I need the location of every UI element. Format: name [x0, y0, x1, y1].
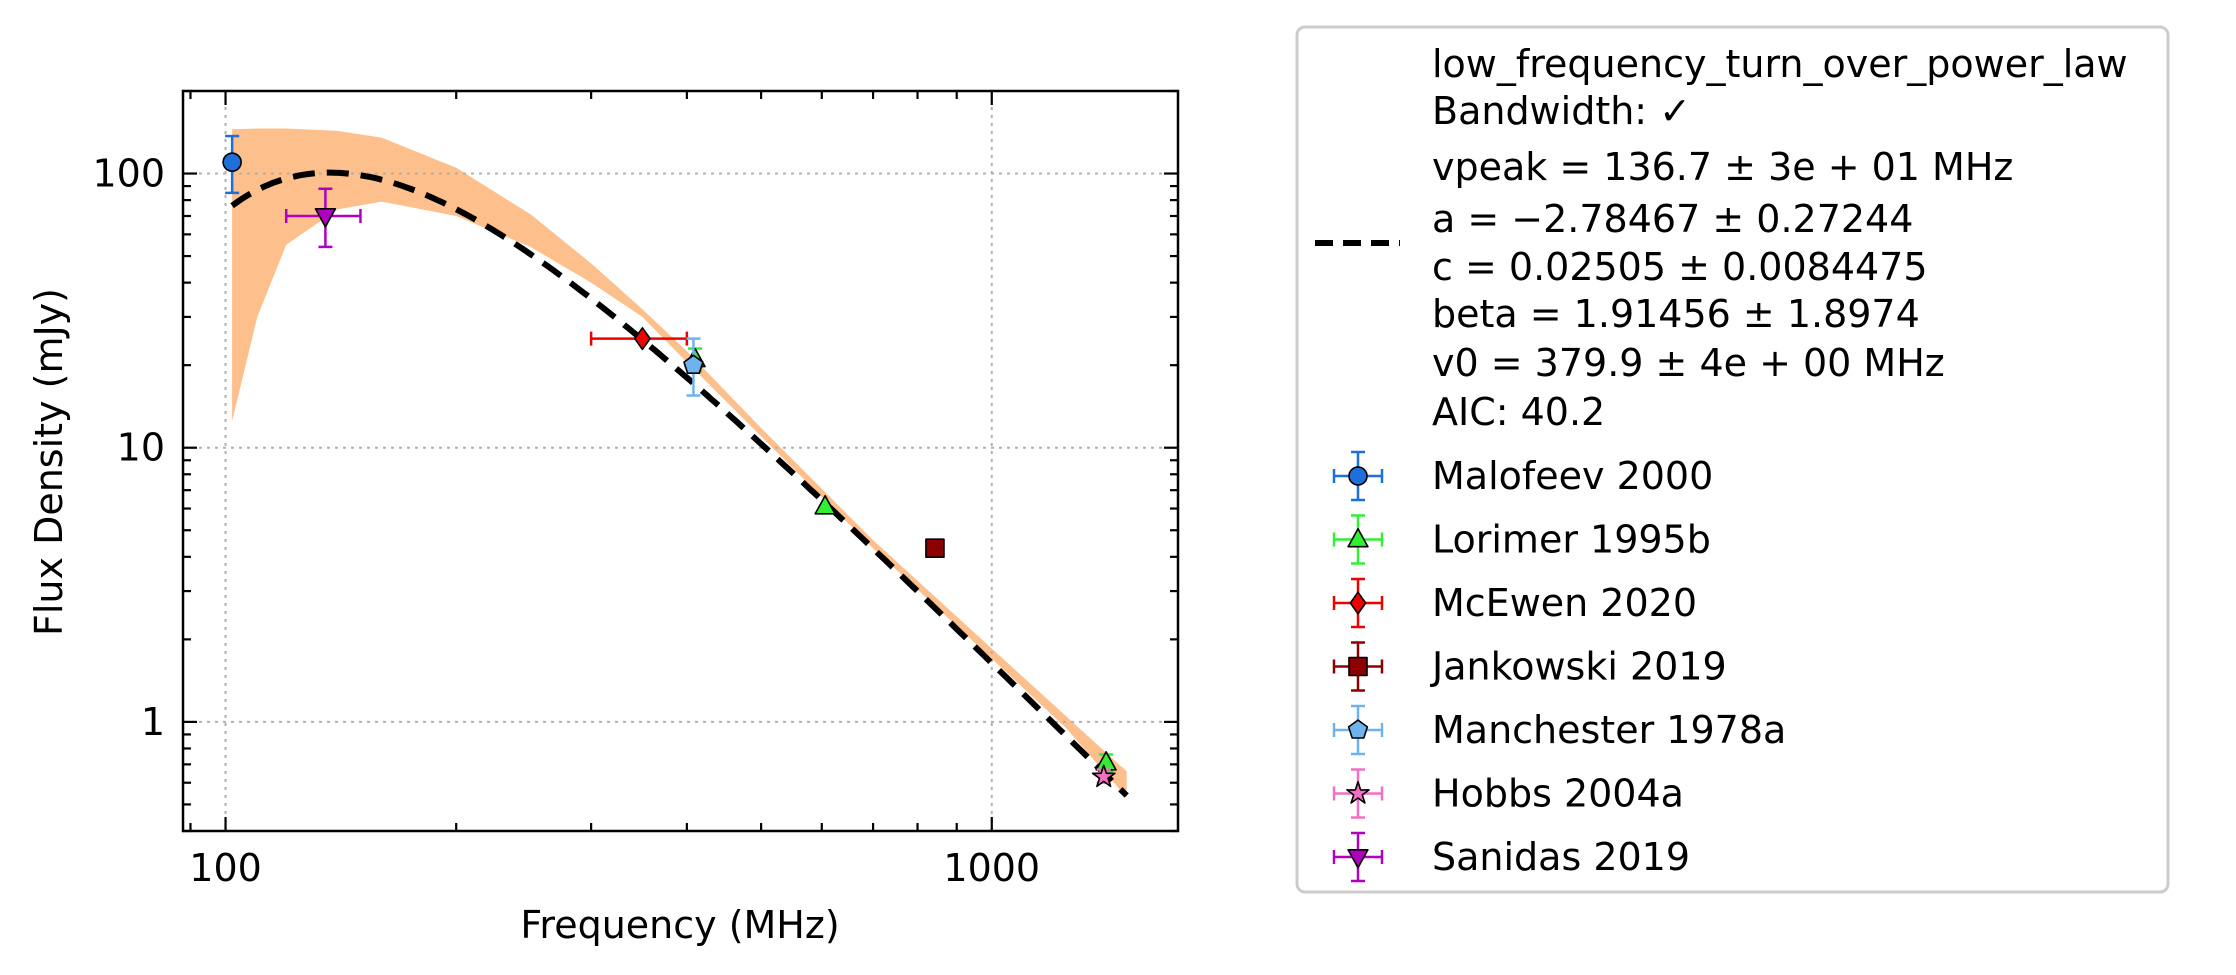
data-points-layer: [222, 134, 1117, 788]
y-tick-label: 10: [117, 426, 165, 470]
series-mcewen-2020: [589, 327, 689, 351]
legend-marker: [1349, 591, 1367, 615]
data-point: [314, 208, 337, 228]
legend-entry-jankowski-2019: Jankowski 2019: [1332, 641, 1727, 692]
legend-label: McEwen 2020: [1432, 581, 1697, 625]
data-point: [633, 327, 651, 351]
legend-label: Jankowski 2019: [1430, 645, 1727, 689]
axes-layer: 100 1000 1 10 100: [92, 89, 1180, 890]
legend-entry-mcewen-2020: McEwen 2020: [1332, 577, 1697, 629]
legend-marker: [1347, 719, 1369, 739]
legend-fit-line-0: low_frequency_turn_over_power_law: [1432, 42, 2128, 86]
series-malofeev-2000: [222, 134, 242, 195]
legend-entry-hobbs-2004a: Hobbs 2004a: [1332, 768, 1684, 819]
legend-label: Malofeev 2000: [1432, 454, 1713, 498]
legend-fit-line-7: AIC: 40.2: [1432, 390, 1605, 434]
legend-fit-line-2: vpeak = 136.7 ± 3e + 01 MHz: [1432, 145, 2013, 189]
data-point: [1091, 764, 1116, 788]
series-jankowski-2019: [925, 538, 945, 559]
grid-layer: [183, 91, 1178, 831]
legend-label: Manchester 1978a: [1432, 708, 1786, 752]
data-point: [814, 494, 836, 515]
legend-label: Sanidas 2019: [1432, 835, 1690, 879]
legend-entry-manchester-1978a: Manchester 1978a: [1332, 704, 1786, 756]
legend-fit-line-4: c = 0.02505 ± 0.0084475: [1432, 245, 1928, 289]
y-axis-title: Flux Density (mJy): [27, 288, 71, 636]
legend-entry-malofeev-2000: Malofeev 2000: [1332, 450, 1713, 502]
series-manchester-1978a: [683, 337, 704, 397]
data-point: [683, 354, 704, 374]
legend-frame: [1295, 25, 2170, 894]
y-tick-label: 1: [141, 700, 165, 744]
legend-marker: [1348, 466, 1368, 486]
fit-line: [230, 169, 1129, 798]
legend-marker: [1347, 849, 1369, 869]
series-sanidas-2019: [284, 187, 362, 249]
fit-uncertainty-band: [232, 128, 1127, 798]
data-point: [222, 152, 242, 172]
data-point: [925, 538, 945, 559]
legend-fit-line-5: beta = 1.91456 ± 1.8974: [1432, 292, 1920, 336]
legend-series-entries: Malofeev 2000 Lorimer 1995b McEwen 2020 Jan…: [1332, 450, 1786, 883]
legend-fit-line-3: a = −2.78467 ± 0.27244: [1432, 197, 1913, 241]
x-tick-label: 1000: [943, 846, 1040, 890]
y-tick-label: 100: [92, 152, 165, 196]
legend-fit-line-6: v0 = 379.9 ± 4e + 00 MHz: [1432, 341, 1945, 385]
legend-label: Lorimer 1995b: [1432, 518, 1711, 562]
legend-fit-line-1: Bandwidth: ✓: [1432, 89, 1691, 133]
legend: low_frequency_turn_over_power_law Bandwi…: [1295, 25, 2170, 894]
legend-entry-lorimer-1995b: Lorimer 1995b: [1332, 514, 1711, 565]
legend-label: Hobbs 2004a: [1432, 772, 1684, 816]
legend-entry-sanidas-2019: Sanidas 2019: [1332, 831, 1690, 883]
fit-line-layer: [230, 169, 1129, 798]
series-hobbs-2004a: [1091, 764, 1116, 788]
legend-fit-description: low_frequency_turn_over_power_law Bandwi…: [1432, 42, 2128, 434]
fit-uncertainty-band-layer: [232, 128, 1127, 798]
legend-marker: [1348, 656, 1368, 677]
x-axis-title: Frequency (MHz): [520, 903, 839, 947]
x-tick-label: 100: [189, 846, 262, 890]
legend-marker: [1346, 781, 1370, 804]
legend-marker: [1347, 527, 1369, 548]
